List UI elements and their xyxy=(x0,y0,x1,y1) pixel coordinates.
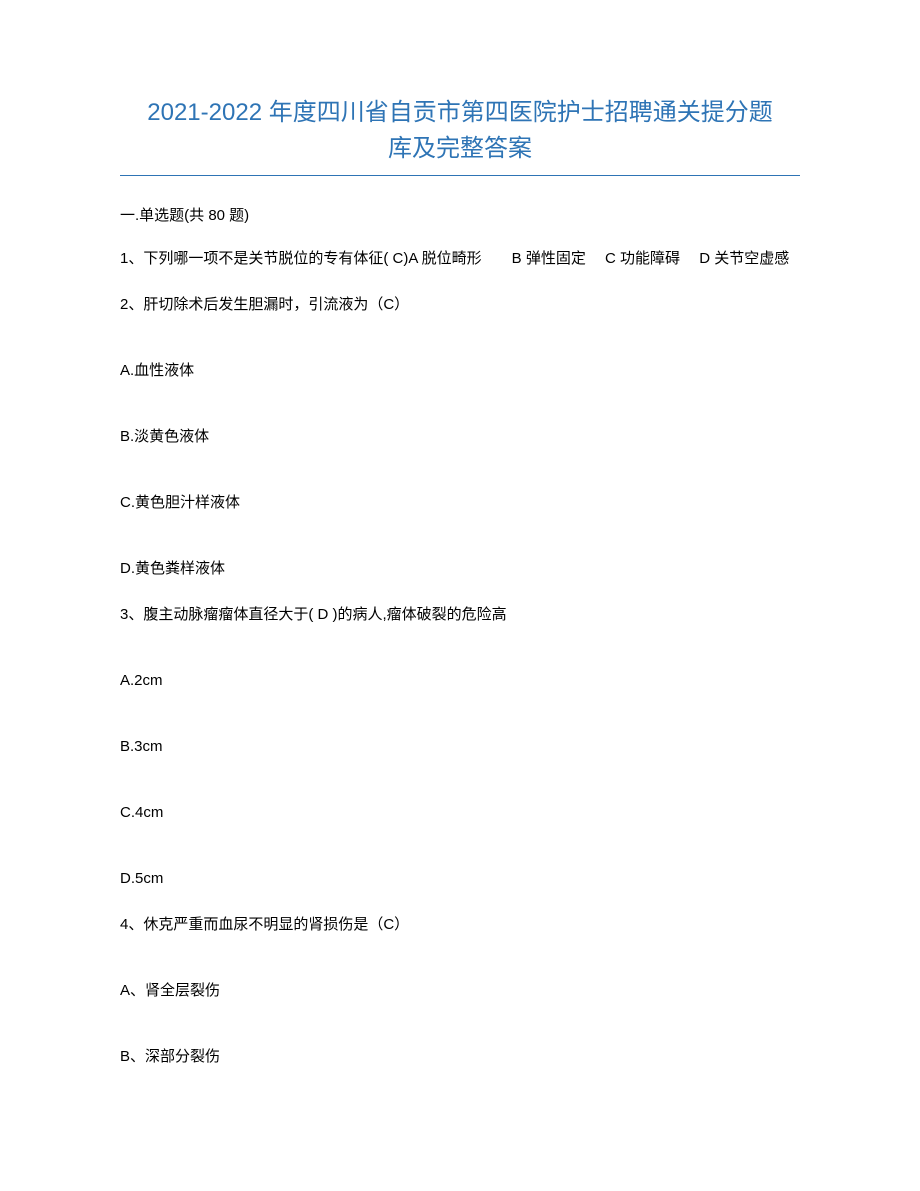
question-3-option-d: D.5cm xyxy=(120,867,800,891)
question-4: 4、休克严重而血尿不明显的肾损伤是（C） xyxy=(120,913,800,937)
question-3-option-a: A.2cm xyxy=(120,669,800,693)
question-4-option-b: B、深部分裂伤 xyxy=(120,1045,800,1069)
section-header: 一.单选题(共 80 题) xyxy=(120,204,800,225)
title-line-1: 2021-2022 年度四川省自贡市第四医院护士招聘通关提分题 xyxy=(120,95,800,131)
question-2: 2、肝切除术后发生胆漏时，引流液为（C） xyxy=(120,293,800,317)
question-4-option-a: A、肾全层裂伤 xyxy=(120,979,800,1003)
question-2-option-b: B.淡黄色液体 xyxy=(120,425,800,449)
document-title: 2021-2022 年度四川省自贡市第四医院护士招聘通关提分题 库及完整答案 xyxy=(120,95,800,167)
question-3-option-c: C.4cm xyxy=(120,801,800,825)
title-line-2: 库及完整答案 xyxy=(120,131,800,167)
question-2-option-d: D.黄色粪样液体 xyxy=(120,557,800,581)
question-2-option-a: A.血性液体 xyxy=(120,359,800,383)
title-underline xyxy=(120,175,800,176)
question-3: 3、腹主动脉瘤瘤体直径大于( D )的病人,瘤体破裂的危险高 xyxy=(120,603,800,627)
question-3-option-b: B.3cm xyxy=(120,735,800,759)
question-1: 1、下列哪一项不是关节脱位的专有体征( C)A 脱位畸形 B 弹性固定 C 功能… xyxy=(120,247,800,271)
question-2-option-c: C.黄色胆汁样液体 xyxy=(120,491,800,515)
